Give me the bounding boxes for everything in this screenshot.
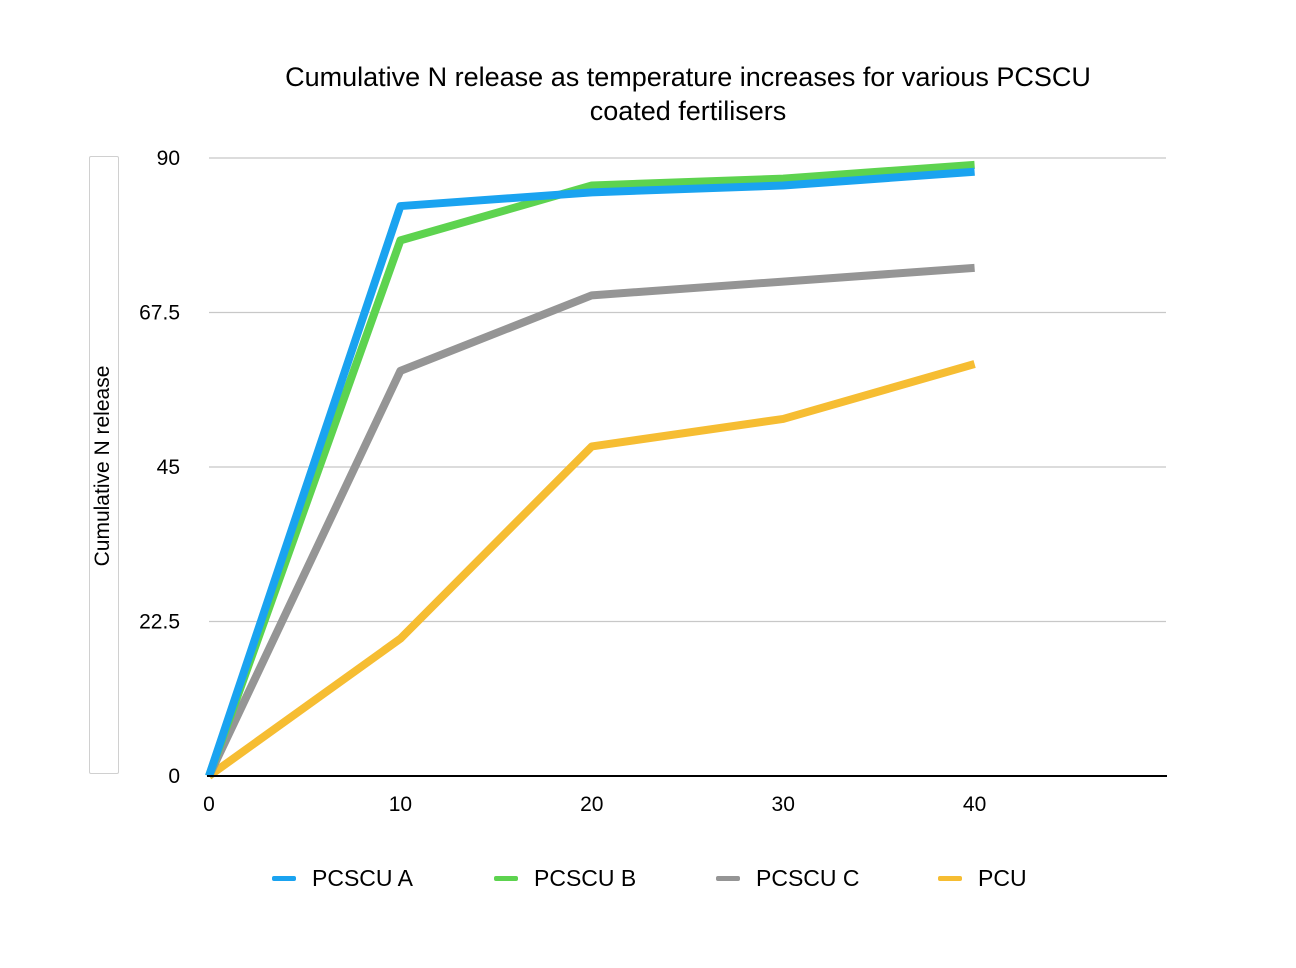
chart-title-line-2: coated fertilisers [589, 96, 787, 126]
chart-title: Cumulative N release as temperature incr… [188, 60, 1188, 128]
legend-swatch [494, 875, 518, 881]
x-tick-label: 40 [963, 793, 986, 816]
legend: PCSCU A PCSCU B PCSCU C PCU [0, 860, 1296, 896]
y-tick-label: 90 [157, 147, 180, 170]
x-tick-label: 10 [389, 793, 412, 816]
legend-swatch [716, 875, 740, 881]
x-tick-label: 20 [580, 793, 603, 816]
y-tick-label: 22.5 [139, 611, 180, 634]
series-line-pcu [206, 360, 976, 780]
x-axis-ticks: 0 10 20 30 40 [203, 793, 986, 816]
x-tick-label: 30 [772, 793, 795, 816]
legend-item-pcscu-c: PCSCU C [716, 860, 860, 896]
series-line-pcscu-b [205, 160, 975, 778]
legend-label: PCSCU C [756, 864, 860, 891]
legend-swatch [272, 875, 296, 881]
legend-label: PCU [978, 864, 1027, 891]
y-tick-label: 67.5 [139, 302, 180, 325]
series-line-pcscu-a [205, 167, 975, 778]
x-tick-label: 0 [203, 793, 215, 816]
y-axis-label-box [89, 156, 119, 774]
legend-label: PCSCU B [534, 864, 637, 891]
series-line-pcscu-c [205, 263, 975, 778]
legend-label: PCSCU A [312, 864, 413, 891]
legend-item-pcu: PCU [938, 860, 1027, 896]
legend-swatch [938, 875, 962, 881]
y-tick-label: 0 [168, 765, 180, 788]
legend-item-pcscu-a: PCSCU A [272, 860, 413, 896]
series-lines [205, 160, 976, 780]
chart-title-line-1: Cumulative N release as temperature incr… [285, 62, 1091, 92]
gridlines [209, 157, 1166, 623]
y-axis-ticks: 0 22.5 45 67.5 90 [139, 147, 180, 788]
legend-item-pcscu-b: PCSCU B [494, 860, 636, 896]
y-tick-label: 45 [157, 456, 180, 479]
